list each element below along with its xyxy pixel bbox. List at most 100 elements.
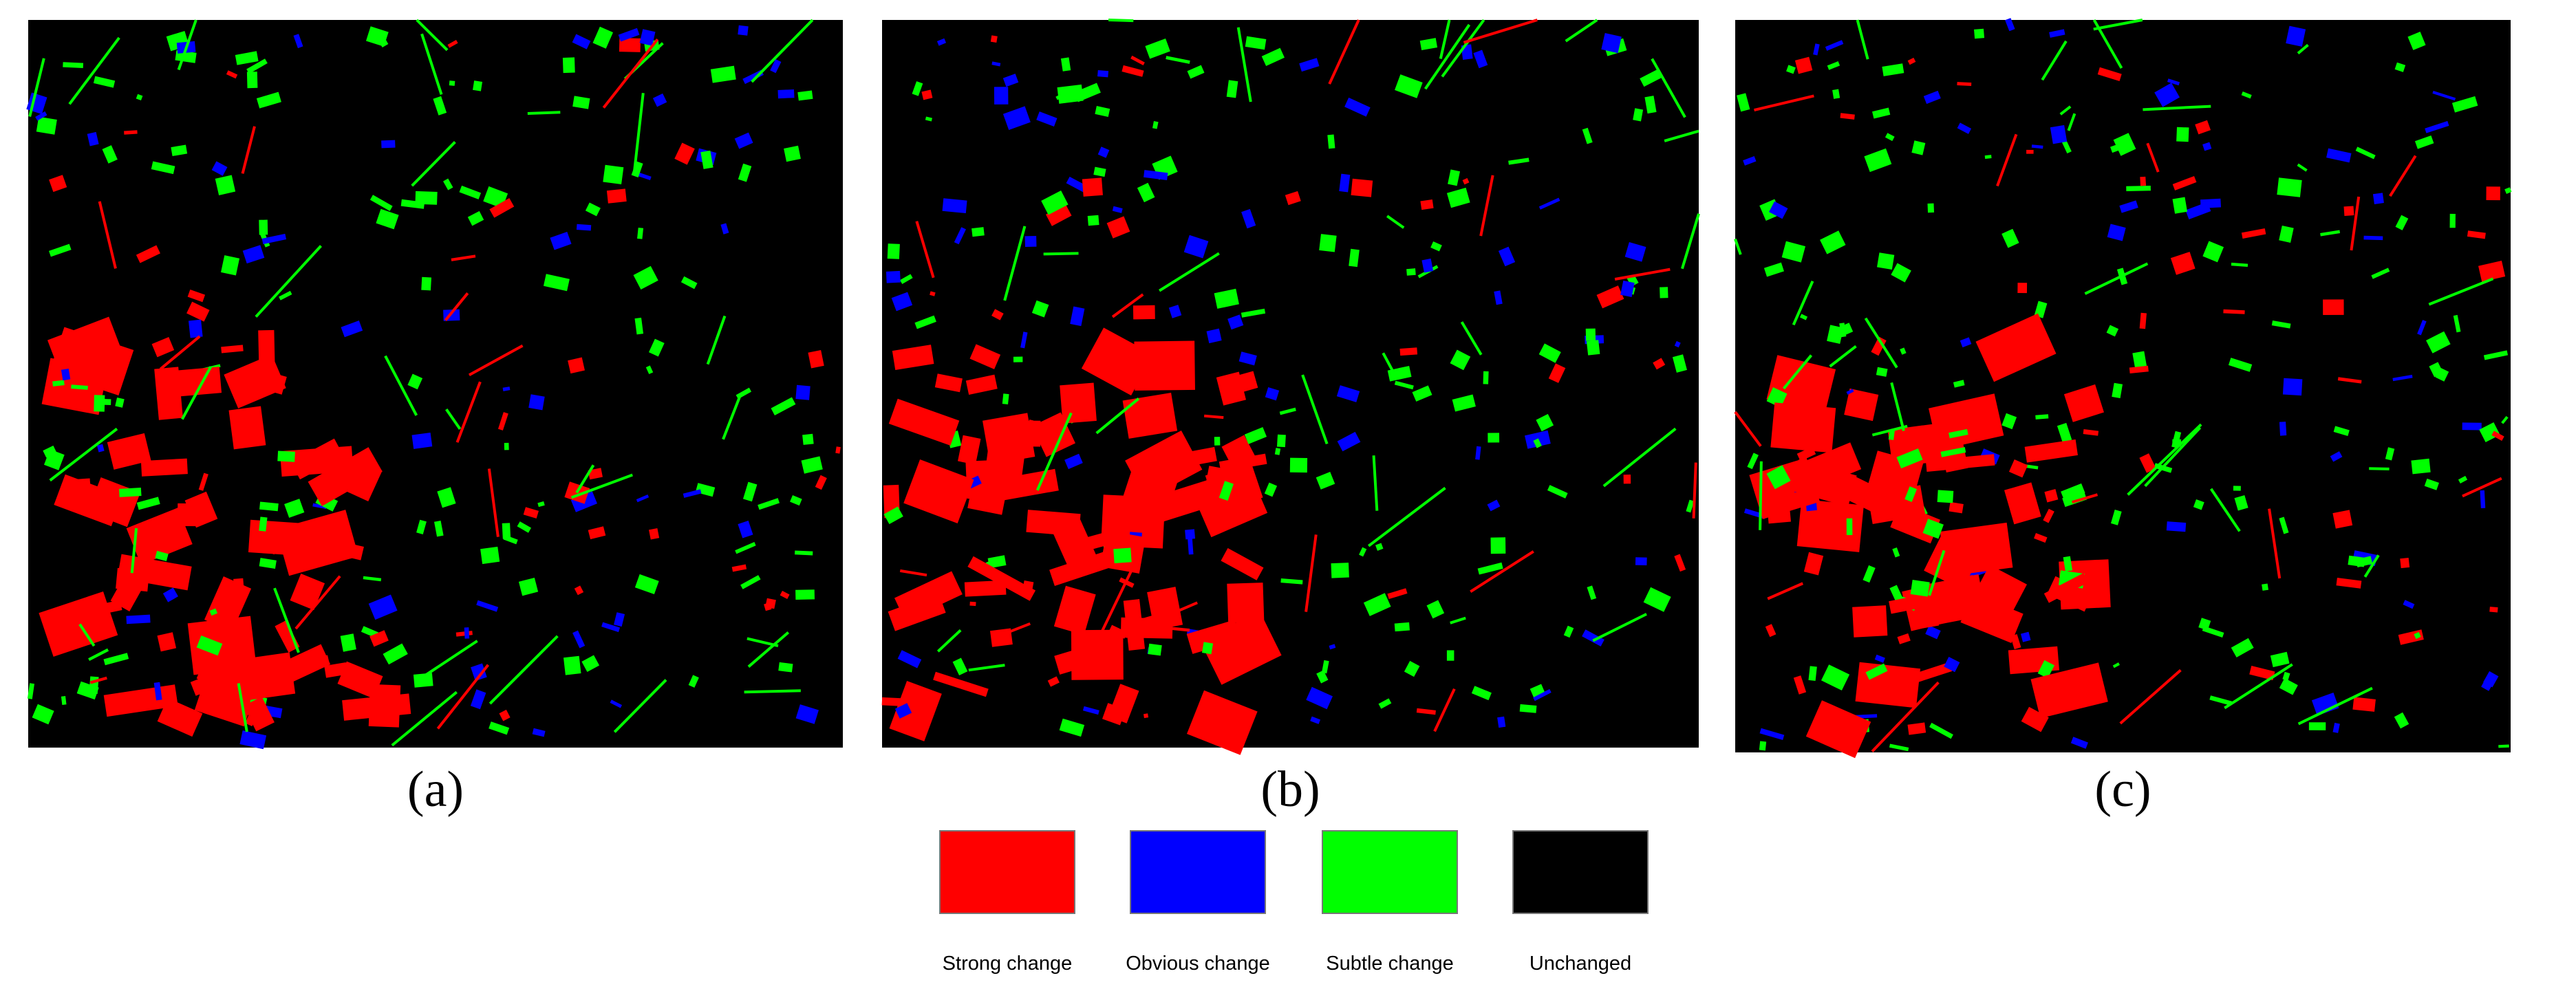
change-region [914,315,936,329]
change-region [94,395,105,412]
change-region [1319,234,1337,252]
change-region [259,539,278,555]
change-region [576,224,592,231]
change-region [502,387,511,391]
change-line [1664,129,1699,142]
change-region [2392,374,2413,382]
change-region [969,344,1001,369]
change-region [171,367,222,398]
change-region [2126,186,2151,191]
change-region [645,365,654,375]
change-line [633,93,645,171]
change-region [2037,660,2055,679]
change-region [1975,313,2057,382]
change-region [568,357,585,374]
change-region [1548,363,1566,383]
change-region [1087,215,1099,226]
change-region [2233,486,2241,491]
change-region [1533,438,1542,448]
change-region [1452,394,1476,412]
change-region [279,290,292,301]
change-region [1863,565,1876,583]
change-region [581,655,600,672]
change-region [470,689,486,710]
change-region [2479,422,2500,442]
change-region [965,374,998,395]
change-region [239,730,267,750]
change-region [52,380,65,387]
change-region [2343,206,2354,216]
change-region [1832,89,1840,99]
change-region [778,662,793,673]
change-region [1781,241,1806,263]
change-region [2223,309,2245,314]
change-region [1820,230,1846,254]
change-line [570,473,633,499]
change-region [1261,47,1285,67]
change-region [2030,662,2108,719]
change-region [2336,577,2362,589]
change-region [1957,122,1972,134]
change-region [1949,428,1968,439]
change-region [2262,583,2269,591]
change-region [1399,347,1418,356]
change-region [1794,56,1813,74]
change-region [780,591,790,599]
change-region [2372,193,2384,204]
change-region [221,255,240,276]
change-region [1244,426,1267,444]
change-region [2021,706,2049,732]
change-region [1070,306,1085,327]
change-region [1205,460,1263,513]
change-region [480,546,500,565]
change-region [2333,426,2350,436]
change-region [1279,407,1296,415]
change-region [2106,325,2119,337]
change-region [1121,65,1144,77]
change-region [1635,557,1647,566]
change-region [215,175,236,195]
change-line [2084,262,2149,295]
change-region [2139,312,2147,329]
change-region [1446,650,1455,661]
change-region [2282,378,2303,396]
change-region [1770,402,1836,453]
change-region [921,89,933,100]
change-region [1144,713,1149,719]
change-region [738,163,752,182]
change-region [107,433,151,470]
change-line [1372,455,1379,511]
change-region [226,70,238,79]
map-background [882,20,1699,748]
change-region [1310,716,1321,724]
change-line [384,355,418,416]
change-region [259,517,268,532]
change-line [1159,252,1220,292]
change-line [422,640,478,678]
change-region [1660,287,1668,298]
change-region [259,501,279,512]
change-region [211,161,228,176]
change-region [891,292,913,312]
change-region [341,320,363,338]
change-region [1672,354,1687,373]
change-region [2498,744,2509,748]
change-line [455,381,482,443]
change-line [1692,462,1697,519]
change-region [416,519,427,534]
legend-swatch [1322,830,1458,914]
change-region [674,142,695,165]
change-region [2241,91,2252,99]
change-map [881,19,1700,755]
change-line [273,587,300,653]
change-region [2395,215,2409,230]
change-region [415,191,438,205]
change-region [2170,252,2196,275]
change-region [443,178,453,191]
change-line [241,126,256,174]
change-region [933,671,989,697]
change-region [1031,300,1049,318]
change-region [2008,459,2028,478]
change-region [1974,28,1985,39]
change-region [1095,106,1110,117]
